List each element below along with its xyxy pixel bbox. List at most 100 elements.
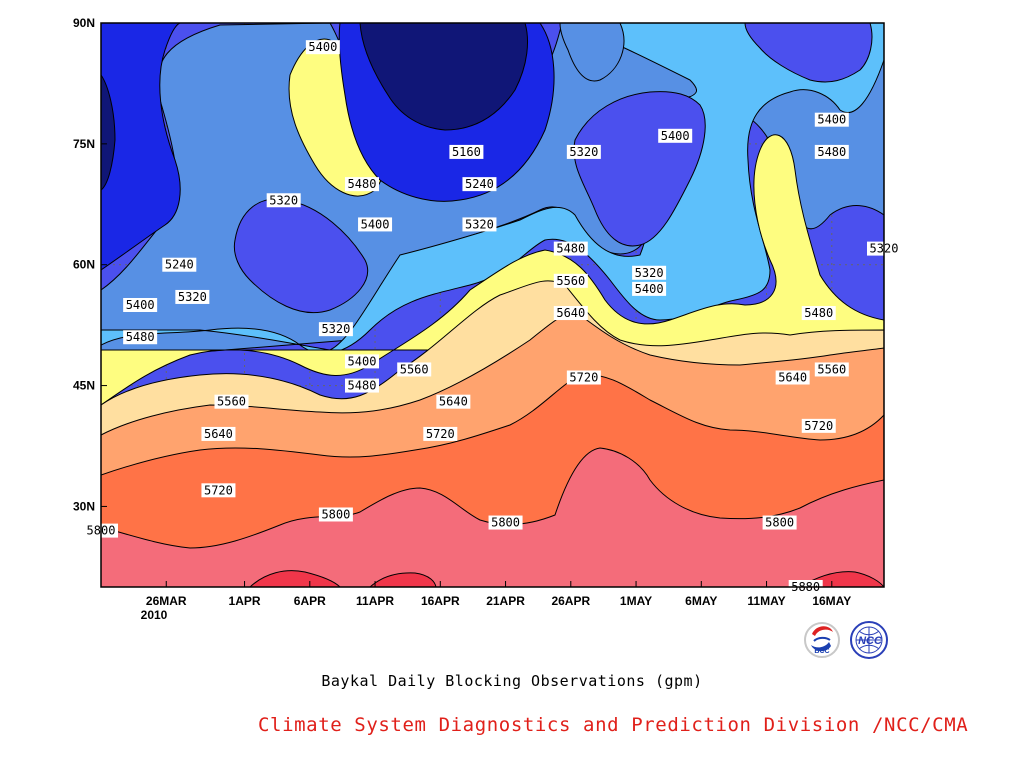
contour-label-bg bbox=[175, 289, 210, 304]
contour-label-bg bbox=[566, 144, 601, 159]
contour-label: 5240 bbox=[162, 257, 197, 272]
contour-label-bg bbox=[345, 354, 379, 369]
y-tick-label: 30N bbox=[73, 499, 95, 513]
y-axis: 30N 45N 60N 75N 90N bbox=[73, 16, 107, 513]
contour-label-bg bbox=[266, 193, 301, 208]
x-tick-label: 6APR bbox=[294, 594, 326, 608]
contour-label-text: 5400 bbox=[308, 40, 337, 54]
y-tick-label: 60N bbox=[73, 258, 95, 272]
contour-label-bg bbox=[305, 40, 340, 55]
bcc-logo: BCC bbox=[804, 622, 840, 658]
contour-label: 5560 bbox=[553, 273, 588, 288]
contour-label-text: 5640 bbox=[204, 427, 233, 441]
contour-label: 5720 bbox=[201, 483, 236, 498]
x-tick-label: 26APR bbox=[551, 594, 590, 608]
x-tick-label: 16MAY bbox=[812, 594, 851, 608]
contour-label: 5560 bbox=[814, 362, 849, 377]
contour-label-bg bbox=[814, 112, 849, 127]
contour-label-text: 5400 bbox=[126, 298, 155, 312]
contour-label: 5320 bbox=[632, 265, 667, 280]
contour-label: 5480 bbox=[801, 306, 836, 321]
contour-label-bg bbox=[566, 370, 601, 385]
contour-label: 5400 bbox=[658, 128, 693, 143]
contour-label-text: 5640 bbox=[439, 395, 468, 409]
contour-label-text: 5400 bbox=[348, 354, 377, 368]
contour-label-bg bbox=[358, 217, 393, 232]
contour-labels: 5400 5160 5320 5400 5400 5480 5480 5240 5320 5400… bbox=[84, 40, 901, 594]
contour-label-text: 5400 bbox=[817, 113, 846, 127]
contour-label-bg bbox=[201, 483, 236, 498]
contour-label-text: 5560 bbox=[817, 362, 846, 376]
contour-label-text: 5320 bbox=[269, 193, 298, 207]
contour-label-text: 5160 bbox=[452, 145, 481, 159]
contour-label: 5160 bbox=[449, 144, 484, 159]
contour-label: 5480 bbox=[345, 177, 379, 192]
contour-label: 5400 bbox=[305, 40, 340, 55]
plot-frame bbox=[100, 22, 885, 588]
contour-label-bg bbox=[814, 362, 849, 377]
contour-label-bg bbox=[632, 281, 667, 296]
contour-lines bbox=[101, 23, 884, 587]
contour-label-bg bbox=[423, 426, 458, 441]
contour-label: 5240 bbox=[462, 177, 497, 192]
y-tick-label: 90N bbox=[73, 16, 95, 30]
contour-label-bg bbox=[762, 515, 797, 530]
contour-label: 5400 bbox=[358, 217, 393, 232]
contour-label-bg bbox=[345, 378, 379, 393]
contour-label-text: 5400 bbox=[361, 217, 390, 231]
x-tick-label: 16APR bbox=[421, 594, 460, 608]
contour-label: 5720 bbox=[801, 418, 836, 433]
contour-label-bg bbox=[814, 144, 849, 159]
contour-label: 5640 bbox=[436, 394, 471, 409]
contour-label-bg bbox=[318, 507, 353, 522]
contour-label: 5480 bbox=[814, 144, 849, 159]
contour-label: 5320 bbox=[462, 217, 497, 232]
contour-label: 5400 bbox=[345, 354, 379, 369]
x-tick-label: 11APR bbox=[356, 594, 394, 608]
contour-label-text: 5800 bbox=[321, 507, 350, 521]
contour-label-bg bbox=[318, 322, 353, 337]
contour-label: 5480 bbox=[345, 378, 379, 393]
contour-label-bg bbox=[775, 370, 810, 385]
contour-label-text: 5720 bbox=[426, 427, 455, 441]
contour-label: 5560 bbox=[397, 362, 432, 377]
ncc-logo-text: NCC bbox=[858, 635, 883, 647]
contour-label: 5400 bbox=[632, 281, 667, 296]
contour-label-bg bbox=[449, 144, 484, 159]
contour-label-text: 5800 bbox=[765, 516, 794, 530]
contour-label-text: 5800 bbox=[491, 516, 520, 530]
contour-label: 5480 bbox=[553, 241, 588, 256]
contour-label-text: 5400 bbox=[635, 282, 664, 296]
contour-label: 5480 bbox=[123, 330, 158, 345]
chart-title: Baykal Daily Blocking Observations (gpm) bbox=[321, 672, 703, 690]
contour-label-bg bbox=[214, 394, 249, 409]
contour-label-text: 5480 bbox=[348, 379, 377, 393]
contour-label-text: 5720 bbox=[569, 371, 598, 385]
contour-label-bg bbox=[658, 128, 693, 143]
contour-label-text: 5320 bbox=[569, 145, 598, 159]
contour-label: 5640 bbox=[553, 306, 588, 321]
contour-label-text: 5480 bbox=[348, 177, 377, 191]
contour-label-bg bbox=[123, 330, 158, 345]
contour-label: 5320 bbox=[566, 144, 601, 159]
contour-label: 5640 bbox=[201, 426, 236, 441]
contour-label-text: 5240 bbox=[165, 258, 194, 272]
x-tick-label: 26MAR bbox=[146, 594, 187, 608]
contour-label-bg bbox=[553, 273, 588, 288]
contour-label-bg bbox=[462, 217, 497, 232]
contour-label-text: 5720 bbox=[204, 483, 233, 497]
contour-label-bg bbox=[462, 177, 497, 192]
contour-label-bg bbox=[397, 362, 432, 377]
contour-label: 5400 bbox=[814, 112, 849, 127]
y-tick-label: 45N bbox=[73, 379, 95, 393]
y-tick-label: 75N bbox=[73, 137, 95, 151]
contour-label: 5720 bbox=[423, 426, 458, 441]
footer-credit: Climate System Diagnostics and Predictio… bbox=[258, 714, 969, 736]
contour-label-text: 5560 bbox=[556, 274, 585, 288]
contour-label-text: 5560 bbox=[400, 362, 429, 376]
contour-label: 5640 bbox=[775, 370, 810, 385]
contour-label-text: 5640 bbox=[778, 371, 807, 385]
contour-label-text: 5240 bbox=[465, 177, 494, 191]
contour-label-text: 5320 bbox=[178, 290, 207, 304]
contour-label-bg bbox=[632, 265, 667, 280]
